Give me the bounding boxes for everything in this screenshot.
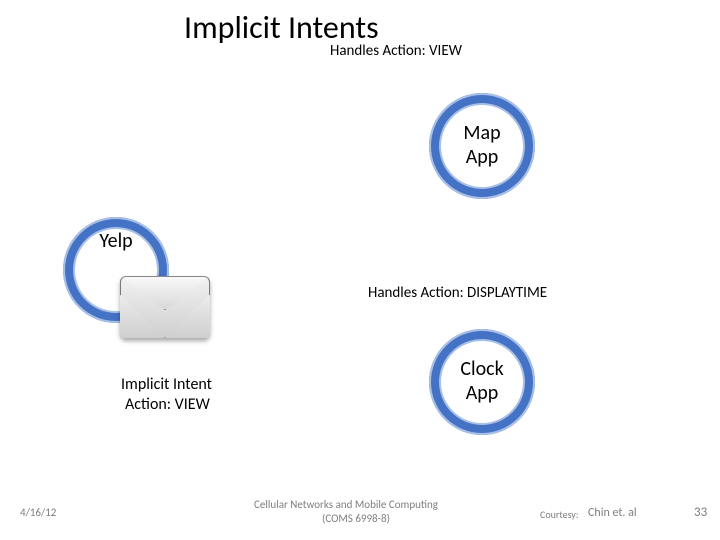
slide: { "title": { "text": "Implicit Intents",… xyxy=(0,0,720,540)
map-label-1: Map xyxy=(429,121,535,145)
footer-courtesy-name: Chin et. al xyxy=(588,506,637,520)
footer-date: 4/16/12 xyxy=(20,506,56,519)
envelope-icon xyxy=(120,276,210,338)
yelp-label: Yelp xyxy=(63,229,169,253)
footer-line-2: (COMS 6998-8) xyxy=(322,512,390,525)
clock-label-1: Clock xyxy=(429,357,535,381)
clock-handles-label: Handles Action: DISPLAYTIME xyxy=(368,284,547,302)
map-label-2: App xyxy=(429,145,535,169)
intent-caption-1: Implicit Intent xyxy=(121,375,212,394)
clock-label-2: App xyxy=(429,381,535,405)
map-handles-label: Handles Action: VIEW xyxy=(330,42,462,60)
footer-line-1: Cellular Networks and Mobile Computing xyxy=(254,498,438,511)
slide-number: 33 xyxy=(694,505,707,520)
footer-courtesy-label: Courtesy: xyxy=(540,508,579,521)
intent-caption-2: Action: VIEW xyxy=(125,395,210,414)
map-node: Map App xyxy=(429,93,535,199)
clock-node: Clock App xyxy=(429,329,535,435)
